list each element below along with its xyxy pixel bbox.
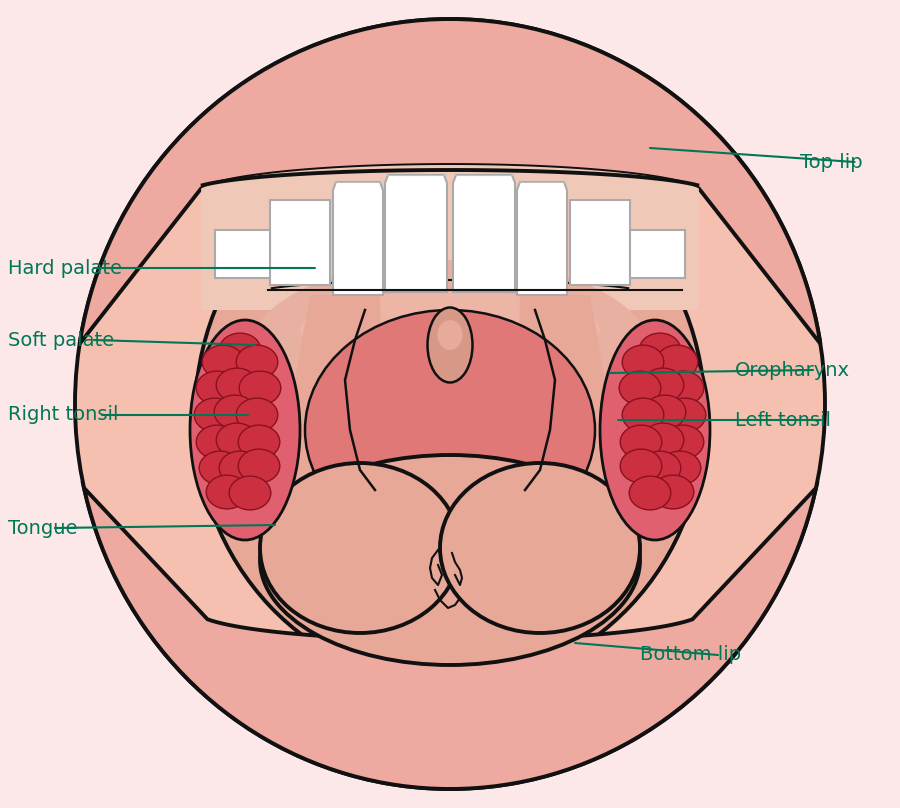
Text: Soft palate: Soft palate [8, 330, 114, 350]
Ellipse shape [620, 449, 662, 483]
Ellipse shape [644, 395, 686, 429]
Ellipse shape [300, 290, 600, 370]
Ellipse shape [230, 476, 271, 510]
Ellipse shape [216, 423, 257, 457]
Ellipse shape [260, 455, 640, 665]
Ellipse shape [428, 308, 473, 382]
Ellipse shape [194, 398, 236, 432]
Ellipse shape [260, 463, 460, 633]
Ellipse shape [220, 451, 261, 485]
Ellipse shape [437, 320, 463, 350]
Polygon shape [515, 295, 605, 510]
Polygon shape [79, 19, 821, 343]
Ellipse shape [236, 398, 278, 432]
Ellipse shape [643, 423, 684, 457]
Ellipse shape [600, 320, 710, 540]
Ellipse shape [202, 345, 244, 379]
Polygon shape [295, 295, 385, 510]
Ellipse shape [238, 425, 280, 459]
Ellipse shape [656, 345, 698, 379]
Ellipse shape [662, 371, 704, 405]
Text: Oropharynx: Oropharynx [735, 360, 850, 380]
Ellipse shape [622, 398, 664, 432]
Text: Top lip: Top lip [800, 153, 862, 171]
Ellipse shape [238, 449, 280, 483]
Polygon shape [630, 230, 685, 278]
Ellipse shape [629, 476, 670, 510]
Ellipse shape [652, 475, 694, 509]
Ellipse shape [214, 395, 256, 429]
Ellipse shape [195, 145, 705, 685]
Polygon shape [453, 175, 515, 292]
Text: Right tonsil: Right tonsil [8, 406, 119, 424]
Ellipse shape [620, 425, 662, 459]
Polygon shape [570, 200, 630, 285]
Ellipse shape [643, 368, 684, 402]
Ellipse shape [206, 475, 248, 509]
Ellipse shape [305, 310, 595, 550]
Polygon shape [517, 182, 567, 295]
Ellipse shape [662, 425, 704, 459]
Ellipse shape [196, 425, 238, 459]
Ellipse shape [659, 451, 701, 485]
Text: Hard palate: Hard palate [8, 259, 122, 277]
Ellipse shape [440, 463, 640, 633]
Text: Left tonsil: Left tonsil [735, 410, 831, 430]
Ellipse shape [216, 368, 257, 402]
Text: Bottom lip: Bottom lip [640, 646, 741, 664]
Ellipse shape [239, 371, 281, 405]
Ellipse shape [190, 320, 300, 540]
Ellipse shape [196, 371, 238, 405]
Ellipse shape [250, 260, 650, 440]
Ellipse shape [639, 333, 680, 367]
Ellipse shape [236, 345, 278, 379]
Ellipse shape [664, 398, 706, 432]
Text: Tongue: Tongue [8, 519, 77, 537]
Polygon shape [215, 230, 270, 278]
Ellipse shape [639, 451, 680, 485]
Ellipse shape [220, 333, 261, 367]
Polygon shape [385, 175, 447, 292]
Polygon shape [84, 488, 816, 789]
Ellipse shape [75, 19, 825, 789]
Ellipse shape [622, 345, 664, 379]
Ellipse shape [619, 371, 661, 405]
Ellipse shape [199, 451, 241, 485]
Polygon shape [270, 200, 330, 285]
Polygon shape [201, 165, 699, 310]
Polygon shape [333, 182, 383, 295]
